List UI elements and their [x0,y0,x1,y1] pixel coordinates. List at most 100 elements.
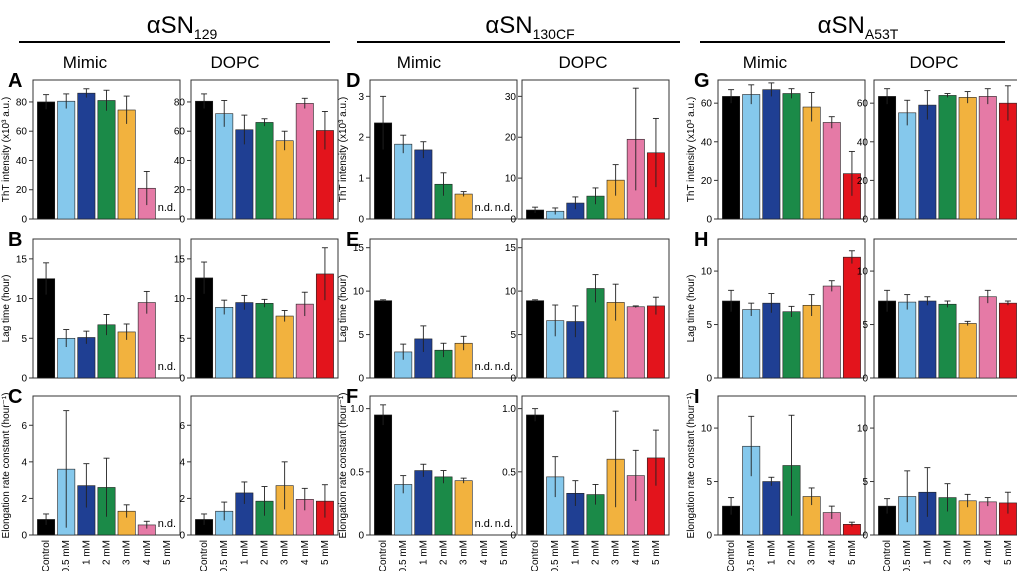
y-tick-label: 30 [505,92,517,103]
y-tick-label: 10 [16,294,28,305]
panel-letter: G [694,70,710,92]
y-tick-label: 15 [174,254,186,265]
chart-panel-αSNA53T-DOPC: 0 5 10 Control 0.5 mM 1 mM 2 mM 3 mM 4 mM 5 mM [857,395,1017,571]
x-tick-label: 1 mM [239,540,250,565]
group-title-g2: αSN130CF [485,12,574,42]
x-tick-label: 4 mM [300,540,311,565]
y-tick-label: 1 [358,174,364,185]
y-tick-label: 0 [510,531,516,542]
y-tick-label: 0 [706,215,712,226]
x-tick-label: 0.5 mM [61,540,72,571]
bar-3-mm [117,109,136,220]
chart-panel-C: 0 2 4 6 n.d. Control 0.5 mM 1 mM 2 mM 3 mM 4 mM 5 m… [1,386,181,571]
x-tick-label: 1 mM [922,540,933,565]
bar-4-mm [978,96,997,220]
x-tick-label: Control [199,540,210,571]
bar-control [878,300,897,379]
nd-label: n.d. [475,361,493,373]
x-tick-label: 5 mM [320,540,331,565]
y-tick-label: 0 [706,531,712,542]
condition-header: DOPC [210,53,259,72]
bar-4-mm [822,285,841,379]
panel-letter: B [8,229,22,251]
x-tick-label: 0.5 mM [219,540,230,571]
y-tick-label: 60 [701,99,713,110]
bar-1-mm [414,149,433,220]
x-tick-label: 2 mM [943,540,954,565]
y-tick-label: 10 [701,424,713,435]
bar-2-mm [938,95,957,220]
x-tick-label: 5 mM [499,540,510,565]
group-title-subscript: 130CF [533,26,575,42]
y-tick-label: 5 [706,320,712,331]
x-tick-label: 2 mM [439,540,450,565]
x-tick-label: 2 mM [102,540,113,565]
bar-control [526,414,545,536]
y-tick-label: 0 [179,215,185,226]
y-tick-label: 5 [862,320,868,331]
y-tick-label: 0 [358,374,364,385]
y-tick-label: 3 [358,92,364,103]
bar-3-mm [802,106,821,220]
x-tick-label: 3 mM [459,540,470,565]
bar-2-mm [782,93,801,220]
chart-panel-D: 0 1 2 3 n.d. n.d. D ThT intensity (x10³ a.u.) [338,70,518,226]
y-axis-label: Lag time (hour) [686,275,697,343]
x-tick-label: 1 mM [418,540,429,565]
bar-1-mm [918,104,937,220]
condition-header: DOPC [909,53,958,72]
y-tick-label: 60 [174,127,186,138]
y-tick-label: 60 [857,99,869,110]
bar-control [878,96,897,220]
bar-0-5-mm [898,301,917,379]
x-tick-label: Control [726,540,737,571]
chart-panel-αSN130CF-DOPC: 0 10 20 30 [505,79,670,226]
y-axis-label: ThT intensity (x10³ a.u.) [338,97,349,202]
nd-label: n.d. [158,202,176,214]
bar-0-5-mm [215,307,234,379]
bar-4-mm [978,296,997,379]
x-tick-label: 0.5 mM [902,540,913,571]
y-tick-label: 10 [505,287,517,298]
x-tick-label: 4 mM [479,540,490,565]
y-axis-label: ThT intensity (x10³ a.u.) [686,97,697,202]
x-tick-label: Control [882,540,893,571]
x-tick-label: Control [378,540,389,571]
bar-5-mm [646,305,665,379]
y-tick-label: 40 [701,137,713,148]
condition-header: DOPC [558,53,607,72]
bar-1-mm [762,481,781,536]
group-title-main: αSN [147,12,194,39]
bar-control [722,300,741,379]
y-tick-label: 0 [21,215,27,226]
x-tick-label: 4 mM [827,540,838,565]
y-axis-label: ThT intensity (x10³ a.u.) [1,97,12,202]
panel-letter: D [346,70,360,92]
bar-1-mm [414,470,433,536]
chart-panel-αSN130CF-DOPC: 0 0.5 1.0 Control 0.5 mM 1 mM 2 mM 3 mM 4 mM 5 mM [502,395,670,571]
group-title-main: αSN [485,12,532,39]
bar-1-mm [77,92,96,220]
chart-panel-αSNA53T-DOPC: 0 5 10 [857,238,1017,385]
y-tick-label: 60 [16,127,28,138]
y-tick-label: 0.5 [502,467,516,478]
panel-letter: H [694,229,708,251]
x-tick-label: 1 mM [766,540,777,565]
y-tick-label: 0 [358,531,364,542]
x-tick-label: 2 mM [787,540,798,565]
y-tick-label: 4 [21,457,27,468]
y-tick-label: 0 [21,374,27,385]
y-tick-label: 0 [510,215,516,226]
y-tick-label: 20 [16,185,28,196]
bar-2-mm [255,122,274,220]
y-tick-label: 5 [862,477,868,488]
group-title-subscript: A53T [865,26,899,42]
y-tick-label: 6 [21,421,27,432]
nd-label: n.d. [495,518,513,530]
y-tick-label: 20 [505,133,517,144]
panel-letter: E [346,229,359,251]
y-tick-label: 80 [174,97,186,108]
y-axis-label: Elongation rate constant (hour⁻¹) [686,393,697,539]
bar-control [37,101,56,220]
y-tick-label: 0 [179,531,185,542]
